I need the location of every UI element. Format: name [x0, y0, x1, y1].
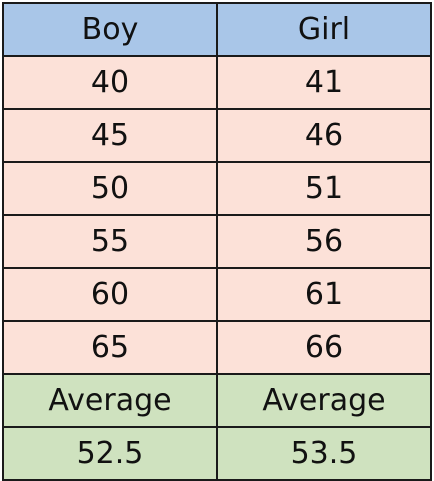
girl-value-cell: 56 — [216, 214, 432, 269]
girl-average-value: 53.5 — [216, 426, 432, 481]
boy-value-cell: 65 — [2, 320, 218, 375]
column-header-girl: Girl — [216, 2, 432, 57]
average-label-row: Average Average — [2, 373, 432, 428]
girl-value-cell: 61 — [216, 267, 432, 322]
header-row: Boy Girl — [2, 2, 432, 57]
boy-value-cell: 50 — [2, 161, 218, 216]
girl-value-cell: 46 — [216, 108, 432, 163]
boy-value-cell: 40 — [2, 55, 218, 110]
boy-average-label: Average — [2, 373, 218, 428]
average-value-row: 52.5 53.5 — [2, 426, 432, 481]
table-row: 60 61 — [2, 267, 432, 322]
table-row: 40 41 — [2, 55, 432, 110]
column-header-boy: Boy — [2, 2, 218, 57]
girl-average-label: Average — [216, 373, 432, 428]
table-row: 50 51 — [2, 161, 432, 216]
boy-value-cell: 45 — [2, 108, 218, 163]
boy-value-cell: 60 — [2, 267, 218, 322]
girl-value-cell: 66 — [216, 320, 432, 375]
table-row: 65 66 — [2, 320, 432, 375]
table-row: 55 56 — [2, 214, 432, 269]
table-row: 45 46 — [2, 108, 432, 163]
girl-value-cell: 51 — [216, 161, 432, 216]
boy-average-value: 52.5 — [2, 426, 218, 481]
boy-value-cell: 55 — [2, 214, 218, 269]
girl-value-cell: 41 — [216, 55, 432, 110]
